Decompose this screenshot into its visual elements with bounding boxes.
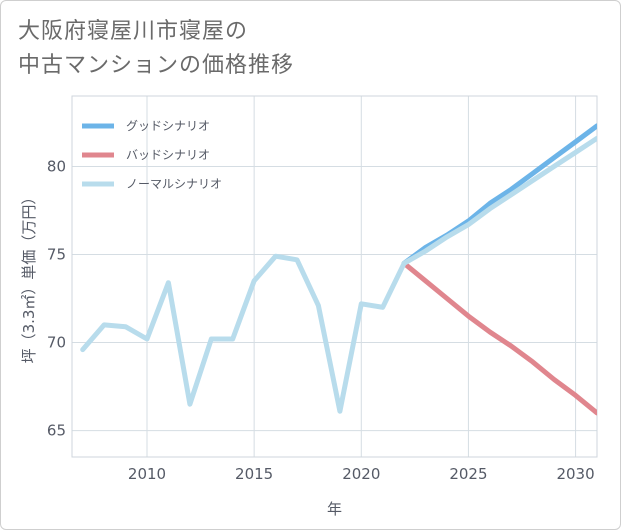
- series-line-good: [401, 123, 597, 266]
- axis-ticks: 2010 2015 2020 2025 2030 65 70 75 80: [47, 157, 595, 483]
- y-tick-label: 70: [47, 334, 66, 352]
- y-tick-label: 80: [47, 157, 66, 175]
- x-tick-label: 2030: [556, 465, 594, 483]
- x-axis-label: 年: [327, 500, 342, 518]
- legend-label-bad: バッドシナリオ: [126, 148, 210, 162]
- chart-title-line2: 中古マンションの価格推移: [18, 53, 295, 78]
- legend-label-good: グッドシナリオ: [126, 119, 210, 133]
- legend-label-normal: ノーマルシナリオ: [126, 177, 222, 191]
- x-tick-label: 2020: [342, 465, 380, 483]
- chart-title: 大阪府寝屋川市寝屋の 中古マンションの価格推移: [18, 15, 578, 83]
- chart-title-line1: 大阪府寝屋川市寝屋の: [18, 19, 249, 44]
- series-line-normal: [80, 135, 597, 414]
- y-tick-label: 75: [47, 245, 66, 263]
- grid: [72, 96, 597, 457]
- x-tick-label: 2010: [128, 465, 166, 483]
- plot-area: [71, 95, 598, 458]
- x-tick-label: 2015: [235, 465, 273, 483]
- y-axis-label: 坪（3.3㎡）単価（万円）: [20, 190, 38, 364]
- series-line-bad: [401, 260, 597, 416]
- x-tick-label: 2025: [449, 465, 487, 483]
- series-layer: [80, 123, 597, 416]
- y-tick-label: 65: [47, 422, 66, 440]
